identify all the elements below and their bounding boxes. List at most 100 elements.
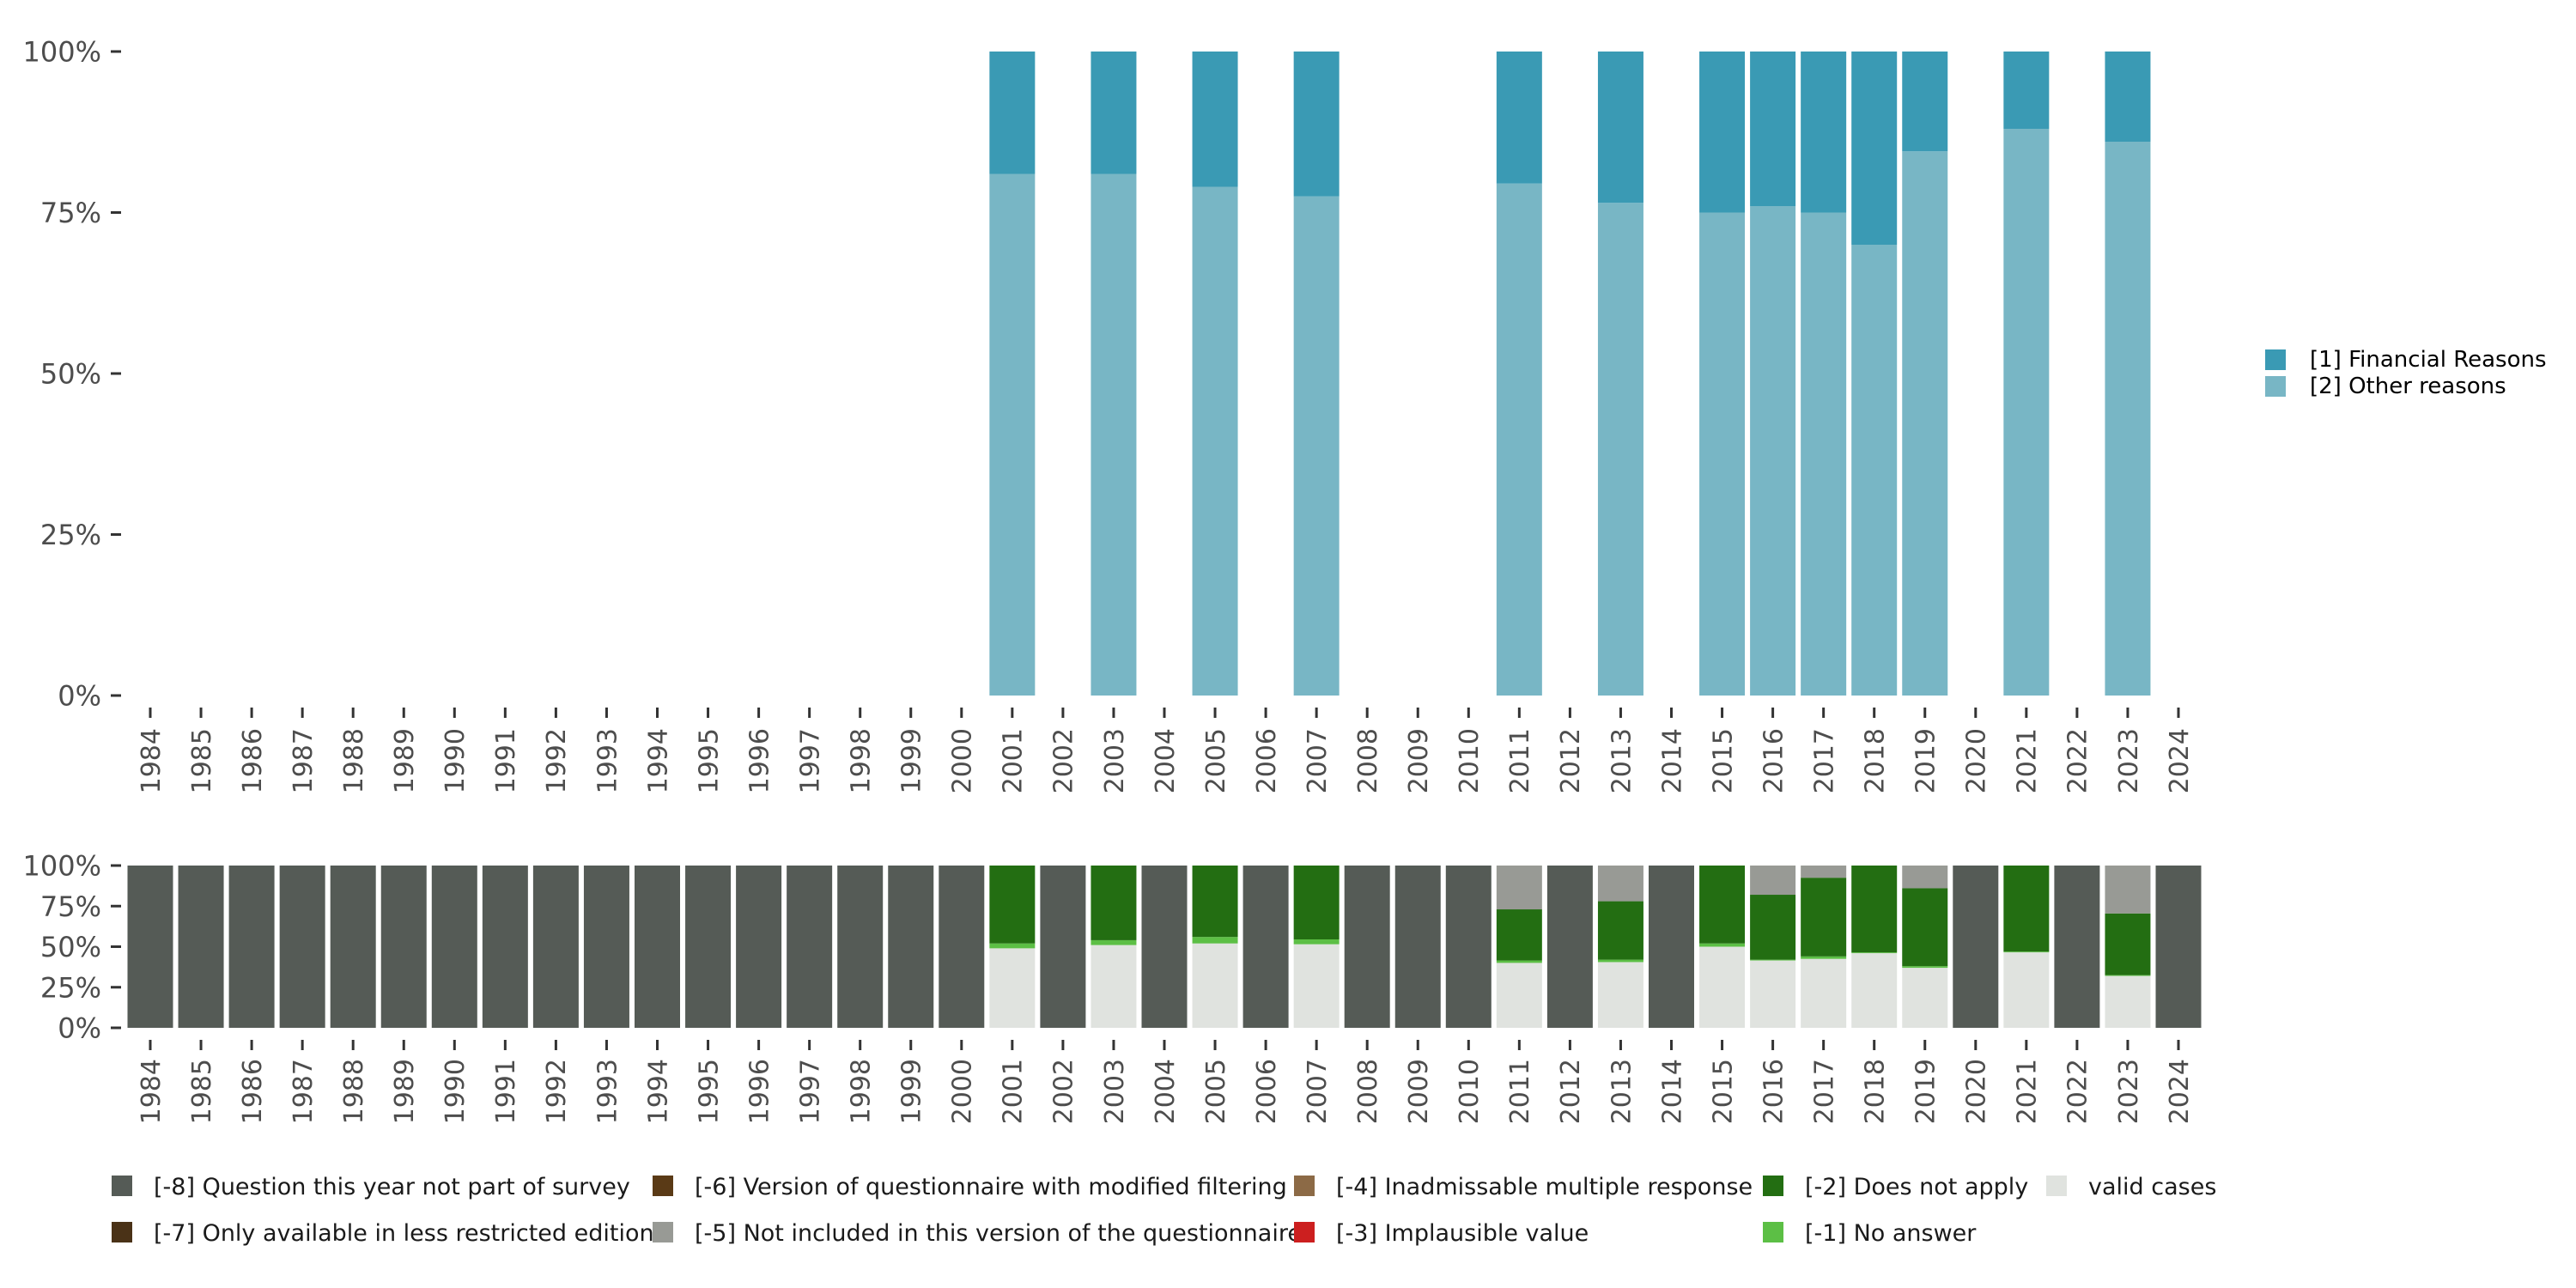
bar-segment-2013-s0: [1597, 962, 1643, 1028]
bar-segment-2007-s1: [1293, 52, 1340, 197]
bar-segment-2001-s1: [989, 943, 1036, 949]
bar-segment-2023-s3: [2105, 866, 2151, 914]
bar-segment-2023-s1: [2105, 975, 2151, 976]
y-tick-label: 75%: [40, 197, 101, 229]
bar-segment-2013-s3: [1597, 866, 1643, 902]
x-tick-label: 1985: [187, 728, 217, 793]
y-tick-label: 25%: [40, 519, 101, 551]
x-tick-label: 2012: [1556, 728, 1586, 793]
bar-segment-2019-s2: [1902, 888, 1948, 967]
bar-segment-2011-s1: [1496, 960, 1542, 963]
x-tick-label: 2006: [1252, 728, 1282, 793]
x-tick-label: 2016: [1759, 1059, 1789, 1124]
bar-segment-2017-s2: [1801, 878, 1847, 957]
y-tick-label: 50%: [40, 358, 101, 391]
x-tick-label: 2006: [1252, 1059, 1282, 1124]
x-tick-label: 2015: [1708, 728, 1738, 793]
x-tick-label: 2012: [1556, 1059, 1586, 1124]
x-tick-label: 2019: [1911, 728, 1941, 793]
x-tick-label: 1989: [390, 1059, 420, 1124]
x-tick-label: 1988: [339, 1059, 369, 1124]
bar-segment-1989-s4: [380, 866, 427, 1028]
x-tick-label: 2002: [1049, 1059, 1079, 1124]
bottom-chart-legend: [-8] Question this year not part of surv…: [112, 1174, 2216, 1247]
legend-swatch: [653, 1176, 673, 1196]
bar-segment-1993-s4: [583, 866, 629, 1028]
bar-segment-2004-s4: [1141, 866, 1188, 1028]
x-tick-label: 2021: [2013, 1059, 2043, 1124]
x-tick-label: 2018: [1861, 1059, 1891, 1124]
x-tick-label: 1987: [289, 1059, 319, 1124]
legend-swatch: [1294, 1176, 1315, 1196]
bar-segment-2011-s0: [1496, 963, 1542, 1028]
legend-label: [-2] Does not apply: [1805, 1174, 2028, 1200]
bar-segment-2001-s0: [989, 948, 1036, 1028]
bar-segment-2019-s0: [1902, 151, 1948, 696]
x-tick-label: 1988: [339, 728, 369, 793]
bottom-chart-missing-values: 0% 25% 50% 75% 100% 1984 1985 1986 1987 1988 1989 1…: [23, 850, 2202, 1124]
bar-segment-2016-s0: [1750, 206, 1796, 696]
legend-label: [-3] Implausible value: [1336, 1220, 1589, 1247]
x-tick-label: 1991: [491, 728, 521, 793]
x-tick-label: 2003: [1100, 1059, 1130, 1124]
legend-label: valid cases: [2088, 1174, 2216, 1200]
bar-segment-2003-s2: [1091, 866, 1137, 940]
bar-segment-2015-s0: [1699, 946, 1746, 1028]
x-tick-label: 2024: [2165, 1059, 2195, 1124]
legend-swatch: [112, 1222, 132, 1242]
y-tick-label: 0%: [58, 680, 101, 713]
bar-segment-1988-s4: [330, 866, 376, 1028]
x-tick-label: 2018: [1861, 728, 1891, 793]
bar-segment-1991-s4: [482, 866, 528, 1028]
legend-swatch: [1763, 1222, 1783, 1242]
bar-segment-2011-s2: [1496, 909, 1542, 961]
bar-segment-2005-s2: [1192, 866, 1238, 938]
bar-segment-2005-s1: [1192, 52, 1238, 187]
legend-label: [-5] Not included in this version of the…: [695, 1220, 1302, 1247]
y-tick-label: 100%: [23, 36, 101, 69]
bar-segment-2013-s1: [1597, 52, 1643, 204]
bar-segment-2018-s1: [1851, 52, 1898, 245]
bar-segment-2023-s2: [2105, 913, 2151, 975]
bar-segment-2016-s2: [1750, 895, 1796, 960]
legend-swatch: [2265, 376, 2286, 397]
legend-swatch: [2265, 349, 2286, 370]
x-tick-label: 1993: [592, 728, 623, 793]
x-tick-label: 2011: [1505, 728, 1535, 793]
bar-segment-2014-s4: [1649, 866, 1694, 1028]
bar-segment-2019-s3: [1902, 866, 1948, 889]
legend-label: [-7] Only available in less restricted e…: [154, 1220, 654, 1247]
y-tick-label: 0%: [58, 1012, 101, 1045]
bar-segment-2010-s4: [1445, 866, 1492, 1028]
x-tick-label: 1987: [289, 728, 319, 793]
bar-segment-2002-s4: [1040, 866, 1086, 1028]
bar-segment-2022-s4: [2054, 866, 2100, 1028]
bar-segment-2007-s1: [1293, 939, 1340, 945]
x-tick-label: 2023: [2114, 728, 2144, 793]
legend-label: [-6] Version of questionnaire with modif…: [695, 1174, 1287, 1200]
bar-segment-1996-s4: [736, 866, 782, 1028]
x-tick-label: 1984: [137, 728, 167, 793]
x-tick-label: 2020: [1962, 1059, 1992, 1124]
x-tick-label: 1996: [744, 728, 775, 793]
bar-segment-2003-s0: [1091, 945, 1137, 1028]
bar-segment-2018-s0: [1851, 245, 1898, 696]
bar-segment-2001-s0: [989, 173, 1036, 696]
bar-segment-2006-s4: [1242, 866, 1289, 1028]
x-tick-label: 2021: [2013, 728, 2043, 793]
legend-label: [-4] Inadmissable multiple response: [1336, 1174, 1753, 1200]
x-tick-label: 2024: [2165, 728, 2195, 793]
bar-segment-2016-s1: [1750, 959, 1796, 961]
x-tick-label: 2001: [999, 1059, 1029, 1124]
bar-segment-2017-s0: [1801, 958, 1847, 1028]
x-tick-label: 2007: [1303, 1059, 1333, 1124]
bar-segment-2013-s0: [1597, 203, 1643, 696]
bar-segment-2011-s1: [1496, 52, 1542, 184]
legend-swatch: [112, 1176, 132, 1196]
bar-segment-2021-s0: [2003, 952, 2050, 1028]
bar-segment-1986-s4: [228, 866, 275, 1028]
x-tick-label: 1996: [744, 1059, 775, 1124]
bar-segment-2017-s1: [1801, 956, 1847, 959]
x-tick-label: 1995: [694, 1059, 724, 1124]
x-tick-label: 1994: [643, 728, 673, 793]
